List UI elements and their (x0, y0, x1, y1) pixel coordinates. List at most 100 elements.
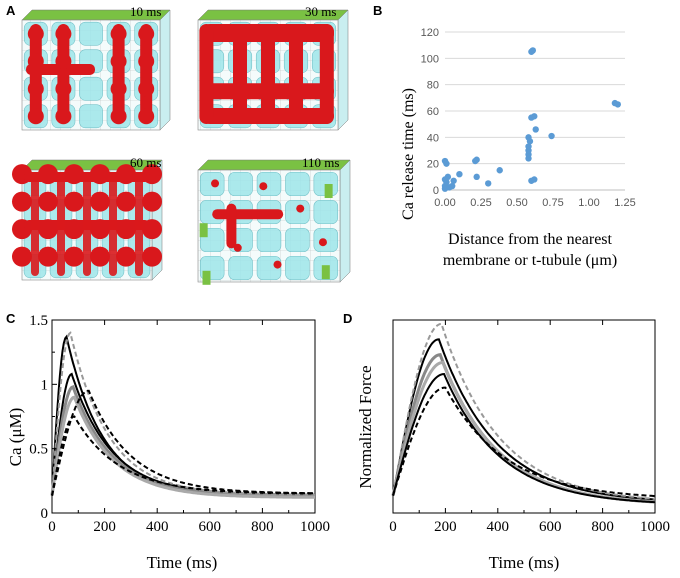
xtick-label: 400 (146, 519, 169, 535)
panel-label-d: D (343, 311, 352, 326)
red-blob (318, 238, 327, 247)
side-face (159, 9, 171, 131)
red-column (226, 203, 237, 249)
b-ytick-label: 0 (433, 185, 439, 197)
cyan-compartment (256, 227, 282, 253)
b-xtick-label: 0.50 (506, 197, 527, 209)
cyan-compartment (79, 21, 103, 46)
red-blob (110, 80, 127, 97)
snapshot-time-110ms: 110 ms (302, 155, 339, 170)
b-xtick-label: 0.25 (470, 197, 491, 209)
xtick-label: 1000 (640, 519, 670, 535)
red-blob (138, 53, 155, 70)
snapshot-10ms (21, 9, 171, 131)
b-xtick-label: 1.00 (578, 197, 599, 209)
c-ylabel: Ca (μM) (6, 408, 25, 467)
cyan-compartment (228, 171, 253, 197)
red-blob (142, 246, 162, 267)
red-blob (90, 191, 110, 212)
snapshot-time-60ms: 60 ms (130, 155, 161, 170)
b-ytick-label: 100 (421, 53, 439, 65)
green-patch (324, 184, 333, 198)
b-xtick-label: 0.75 (542, 197, 563, 209)
red-blob (259, 182, 268, 191)
c-xlabel: Time (ms) (147, 553, 218, 572)
red-blob (233, 243, 242, 252)
plot-frame (392, 319, 656, 514)
red-blob (27, 108, 44, 125)
green-patch (202, 270, 211, 285)
red-column (289, 24, 303, 124)
xtick-label: 1000 (300, 519, 330, 535)
cyan-compartment (313, 199, 339, 225)
b-data-point (529, 47, 537, 54)
snapshot-30ms (197, 9, 349, 131)
red-blob (142, 191, 162, 212)
line-chart-d: 0 200 400 600 800 1000 (389, 319, 670, 535)
b-data-point (473, 173, 480, 181)
red-blob (55, 80, 72, 97)
cyan-compartment (285, 255, 310, 281)
xtick-label: 0 (389, 519, 397, 535)
red-column (112, 24, 125, 122)
b-ytick-label: 80 (427, 80, 439, 92)
panel-label-b: B (373, 3, 382, 18)
red-blob (110, 108, 127, 125)
red-blob (27, 53, 44, 70)
b-data-point (444, 173, 452, 181)
red-blob (27, 80, 44, 97)
red-band (212, 209, 284, 220)
red-blob (138, 108, 155, 125)
series-line (392, 338, 656, 501)
snapshot-60ms (12, 159, 163, 281)
b-data-point (614, 101, 621, 108)
b-xtick-label: 0.00 (434, 197, 455, 209)
d-ylabel: Normalized Force (356, 365, 375, 488)
b-data-point (450, 177, 457, 184)
red-blob (138, 25, 155, 42)
red-blob (138, 80, 155, 97)
b-data-point (531, 113, 538, 120)
red-column (109, 174, 117, 276)
red-column (319, 24, 334, 124)
red-column (31, 174, 39, 276)
red-blob (296, 204, 305, 213)
b-data-point (485, 180, 492, 187)
cyan-compartment (79, 76, 103, 101)
ytick-label: 1.5 (29, 313, 48, 329)
b-data-point (473, 156, 480, 163)
red-column (135, 174, 143, 276)
red-column (199, 24, 214, 124)
red-blob (110, 25, 127, 42)
red-blob (90, 246, 110, 267)
series-line (51, 331, 315, 496)
red-blob (116, 246, 136, 267)
side-face (339, 159, 351, 283)
panel-label-c: C (6, 311, 16, 326)
cyan-compartment (79, 104, 103, 129)
red-column (83, 174, 91, 276)
red-blob (55, 53, 72, 70)
b-ytick-label: 40 (427, 132, 439, 144)
b-data-point (449, 182, 456, 190)
red-blob (110, 53, 127, 70)
xtick-label: 200 (434, 519, 457, 535)
b-data-point (525, 134, 532, 141)
red-blob (12, 246, 32, 267)
b-data-point (531, 176, 538, 183)
series-line (391, 353, 656, 504)
xtick-label: 600 (199, 519, 222, 535)
series-line (51, 334, 315, 498)
b-xtick-label: 1.25 (614, 197, 635, 209)
b-ylabel: Ca release time (ms) (400, 88, 417, 220)
xtick-label: 800 (591, 519, 614, 535)
xtick-label: 0 (48, 519, 56, 535)
red-blob (12, 191, 32, 212)
xtick-label: 400 (487, 519, 510, 535)
line-chart-c: 0 200 400 600 800 1000 0 0.5 1 1.5 (29, 313, 330, 535)
side-face (337, 9, 349, 131)
xtick-label: 800 (251, 519, 274, 535)
red-column (57, 174, 65, 276)
xtick-label: 600 (539, 519, 562, 535)
